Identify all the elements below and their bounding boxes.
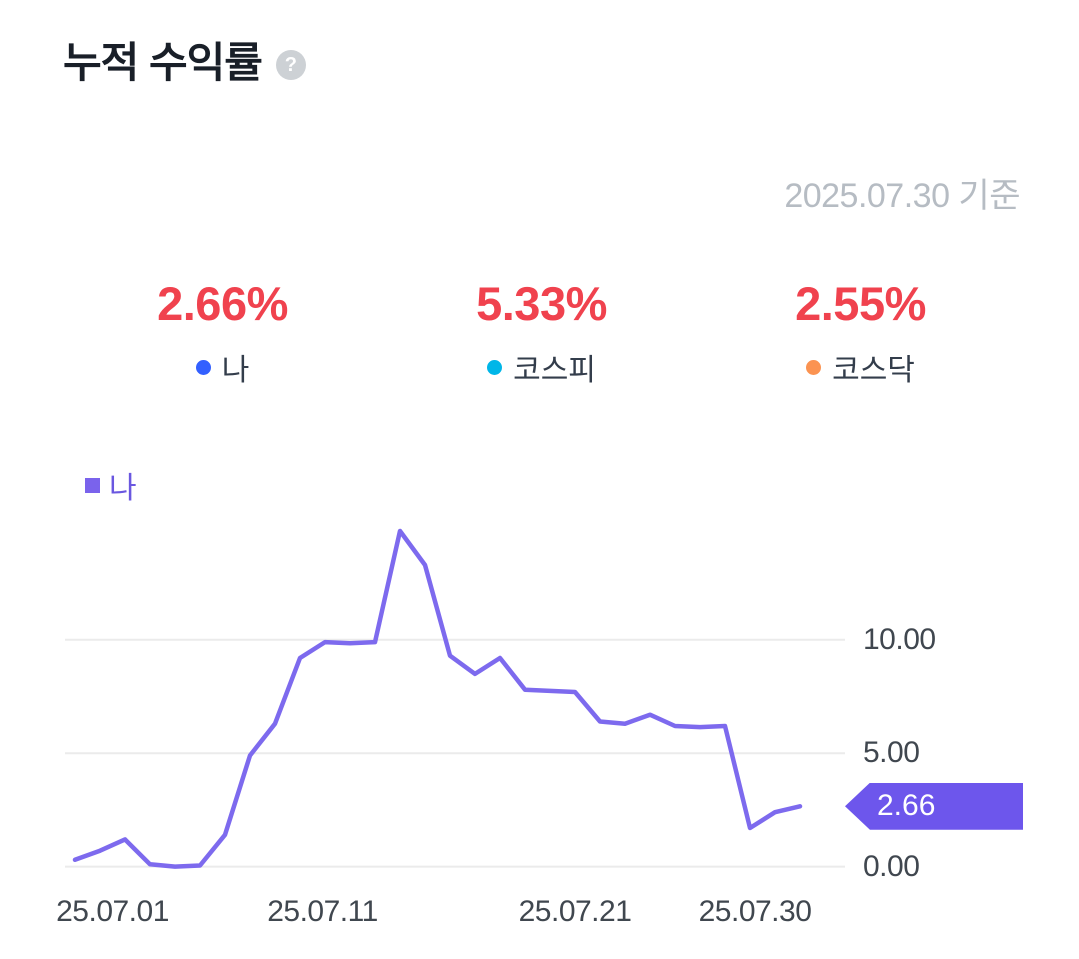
line-chart[interactable]: 0.00 5.00 10.00 25.07.01 25.07.11 25.07.21 25… xyxy=(56,497,1079,937)
chart-legend: 나 xyxy=(85,463,137,507)
as-of-date: 2025.07.30 기준 xyxy=(784,177,1020,215)
series-line xyxy=(72,528,803,869)
stat-kospi-label: 코스피 xyxy=(487,345,596,389)
kosdaq-dot-icon xyxy=(806,359,822,375)
me-dot-icon xyxy=(195,359,211,375)
x-tick-label: 25.07.01 xyxy=(56,895,169,928)
y-tick-label: 0.00 xyxy=(863,849,920,883)
y-tick-label: 10.00 xyxy=(863,622,936,656)
help-icon[interactable]: ? xyxy=(275,50,306,80)
x-tick-label: 25.07.21 xyxy=(518,895,632,928)
stat-kospi-value: 5.33% xyxy=(476,277,607,330)
x-tick-label: 25.07.11 xyxy=(267,895,378,928)
stat-me-label: 나 xyxy=(195,345,250,389)
stats-row: 2.66% 나 5.33% 코스피 2.55% 코스닥 xyxy=(63,280,1020,389)
stat-me: 2.66% 나 xyxy=(63,280,382,389)
page-header: 누적 수익률 ? xyxy=(63,42,306,84)
stat-me-name: 나 xyxy=(221,354,250,387)
stat-kosdaq-label: 코스닥 xyxy=(806,345,915,389)
stat-kospi: 5.33% 코스피 xyxy=(382,280,701,389)
kospi-dot-icon xyxy=(487,359,503,375)
legend-swatch-icon xyxy=(85,477,100,493)
stat-kosdaq-value: 2.55% xyxy=(795,277,926,330)
stat-kosdaq-name: 코스닥 xyxy=(832,354,915,387)
x-tick-label: 25.07.30 xyxy=(698,895,812,928)
chart-canvas[interactable] xyxy=(65,497,845,887)
current-value-text: 2.66 xyxy=(877,789,936,823)
page-title: 누적 수익률 xyxy=(63,39,263,86)
current-value-badge: 2.66 xyxy=(845,782,1023,830)
stat-kospi-name: 코스피 xyxy=(513,354,596,387)
stat-kosdaq: 2.55% 코스닥 xyxy=(701,280,1020,389)
legend-series-name: 나 xyxy=(109,472,137,505)
stat-me-value: 2.66% xyxy=(157,277,288,330)
y-tick-label: 5.00 xyxy=(863,736,920,770)
